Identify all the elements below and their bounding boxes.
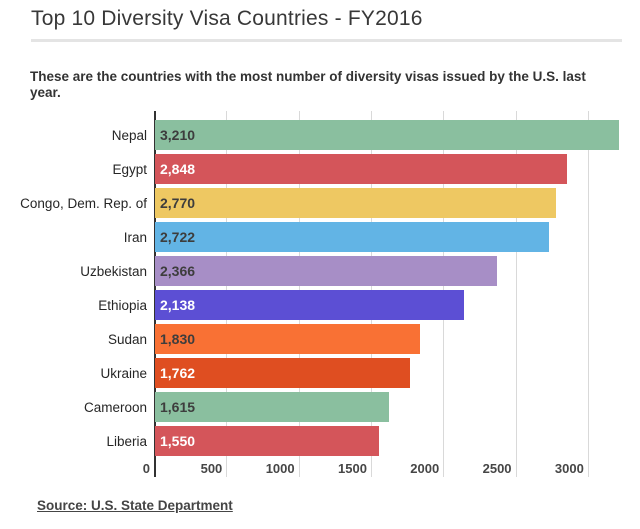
bar: 1,615 xyxy=(155,392,389,422)
bar-value-label: 1,762 xyxy=(160,365,196,381)
bar-row: 2,770 xyxy=(155,188,625,218)
x-tick-label: 2000 xyxy=(410,461,440,476)
bar-row: 2,722 xyxy=(155,222,625,252)
country-label: Nepal xyxy=(111,127,147,143)
gridline xyxy=(515,111,517,477)
bar-value-label: 1,615 xyxy=(160,399,196,415)
country-label: Cameroon xyxy=(83,399,147,415)
country-label: Uzbekistan xyxy=(80,263,147,279)
country-label: Congo, Dem. Rep. of xyxy=(20,195,147,211)
bar-rows: 3,210 2,848 2,770 2,722 2,366 2,138 1,830 1,762… xyxy=(155,120,625,460)
x-tick-label: 1500 xyxy=(338,461,367,476)
bar-row: 1,550 xyxy=(155,426,625,456)
chart-subtitle: These are the countries with the most nu… xyxy=(30,69,586,100)
bar: 3,210 xyxy=(155,120,620,150)
source-link[interactable]: Source: U.S. State Department xyxy=(37,498,233,513)
bar-value-label: 1,550 xyxy=(160,433,196,449)
title-divider xyxy=(31,39,622,42)
category-labels: Nepal Egypt Congo, Dem. Rep. of Iran Uzbekis… xyxy=(0,120,147,460)
country-label: Egypt xyxy=(112,161,147,177)
bar-row: 2,366 xyxy=(155,256,625,286)
bar-value-label: 1,830 xyxy=(160,331,196,347)
bar: 2,770 xyxy=(155,188,556,218)
bar: 1,830 xyxy=(155,324,420,354)
bar-row: 2,848 xyxy=(155,154,625,184)
bar-row: 1,762 xyxy=(155,358,625,388)
page-title: Top 10 Diversity Visa Countries - FY2016 xyxy=(31,7,423,30)
x-tick-label: 1000 xyxy=(265,461,295,476)
country-label: Iran xyxy=(123,229,147,245)
bar: 2,722 xyxy=(155,222,549,252)
bar: 2,848 xyxy=(155,154,567,184)
bar: 2,138 xyxy=(155,290,465,320)
x-tick-label: 3000 xyxy=(554,461,584,476)
bar-row: 3,210 xyxy=(155,120,625,150)
bar-row: 1,830 xyxy=(155,324,625,354)
country-label: Ethiopia xyxy=(98,297,147,313)
bar-value-label: 3,210 xyxy=(160,127,196,143)
bar: 1,762 xyxy=(155,358,410,388)
bar: 2,366 xyxy=(155,256,498,286)
bar-row: 2,138 xyxy=(155,290,625,320)
gridline xyxy=(587,111,589,477)
bar-chart: 0 500 1000 1500 2000 2500 3000 Nepal Egypt Congo… xyxy=(0,111,640,478)
x-tick-label: 2500 xyxy=(482,461,512,476)
x-tick-label: 0 xyxy=(142,461,150,476)
bar-value-label: 2,366 xyxy=(160,263,196,279)
bar-value-label: 2,722 xyxy=(160,229,196,245)
bar: 1,550 xyxy=(155,426,380,456)
x-tick-label: 500 xyxy=(200,461,223,476)
bar-value-label: 2,138 xyxy=(160,297,196,313)
country-label: Sudan xyxy=(107,331,147,347)
country-label: Ukraine xyxy=(100,365,147,381)
country-label: Liberia xyxy=(106,433,147,449)
bar-row: 1,615 xyxy=(155,392,625,422)
bar-value-label: 2,770 xyxy=(160,195,196,211)
bar-value-label: 2,848 xyxy=(160,161,196,177)
